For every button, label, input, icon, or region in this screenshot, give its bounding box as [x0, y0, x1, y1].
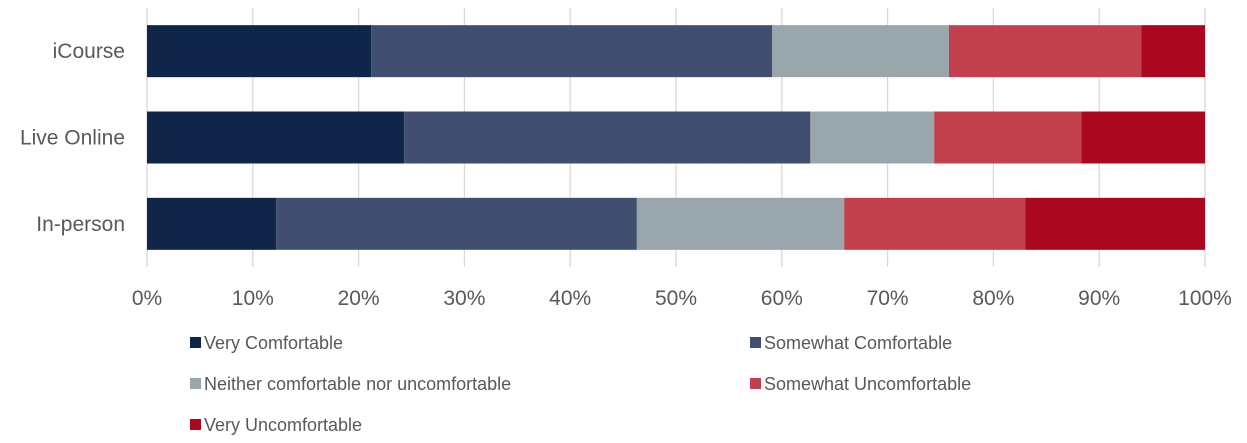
x-tick-label: 60% [761, 287, 803, 310]
category-label: iCourse [53, 40, 125, 63]
category-label: In-person [36, 213, 125, 236]
bar-segment [1025, 197, 1205, 250]
bar-segment [1081, 111, 1205, 164]
bar-segment [147, 111, 405, 164]
x-tick-label: 10% [232, 287, 274, 310]
bar-segment [1141, 25, 1205, 78]
bar-segment [147, 197, 277, 250]
bar-segment [934, 111, 1082, 164]
bar-segment [772, 25, 949, 78]
bar-segment [810, 111, 935, 164]
x-tick-label: 100% [1178, 287, 1232, 310]
x-tick-label: 40% [549, 287, 591, 310]
legend-item: Very Uncomfortable [190, 415, 362, 435]
x-tick-label: 80% [972, 287, 1014, 310]
x-tick-label: 30% [443, 287, 485, 310]
bar-segment [948, 25, 1142, 78]
legend-label: Somewhat Uncomfortable [764, 374, 971, 394]
bar-segment [371, 25, 773, 78]
legend-item: Somewhat Uncomfortable [750, 374, 971, 394]
legend-label: Very Comfortable [204, 333, 343, 353]
bar-segment [276, 197, 637, 250]
x-tick-label: 50% [655, 287, 697, 310]
bar-segment [404, 111, 811, 164]
legend-swatch [750, 378, 761, 389]
bars [147, 25, 1205, 250]
x-tick-label: 0% [132, 287, 162, 310]
legend-label: Very Uncomfortable [204, 415, 362, 435]
legend-item: Very Comfortable [190, 333, 343, 353]
legend-swatch [190, 378, 201, 389]
bar-segment [147, 25, 372, 78]
x-tick-label: 90% [1078, 287, 1120, 310]
x-tick-label: 70% [867, 287, 909, 310]
category-label: Live Online [20, 127, 125, 150]
legend-swatch [190, 337, 201, 348]
bar-segment [844, 197, 1026, 250]
legend-swatch [190, 419, 201, 430]
legend-swatch [750, 337, 761, 348]
category-labels: iCourse Live Online In-person [20, 40, 125, 236]
legend-item: Somewhat Comfortable [750, 333, 952, 353]
legend-label: Somewhat Comfortable [764, 333, 952, 353]
x-axis-tick-labels: 0% 10% 20% 30% 40% 50% 60% 70% 80% 90% 100% [132, 287, 1232, 310]
x-tick-label: 20% [338, 287, 380, 310]
legend-item: Neither comfortable nor uncomfortable [190, 374, 511, 394]
legend-label: Neither comfortable nor uncomfortable [204, 374, 511, 394]
legend: Very Comfortable Somewhat Comfortable Neit… [190, 333, 971, 435]
bar-segment [636, 197, 845, 250]
